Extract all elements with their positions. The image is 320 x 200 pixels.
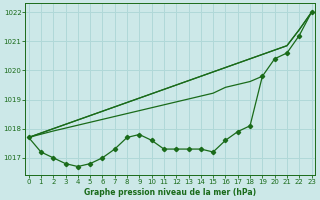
X-axis label: Graphe pression niveau de la mer (hPa): Graphe pression niveau de la mer (hPa): [84, 188, 256, 197]
